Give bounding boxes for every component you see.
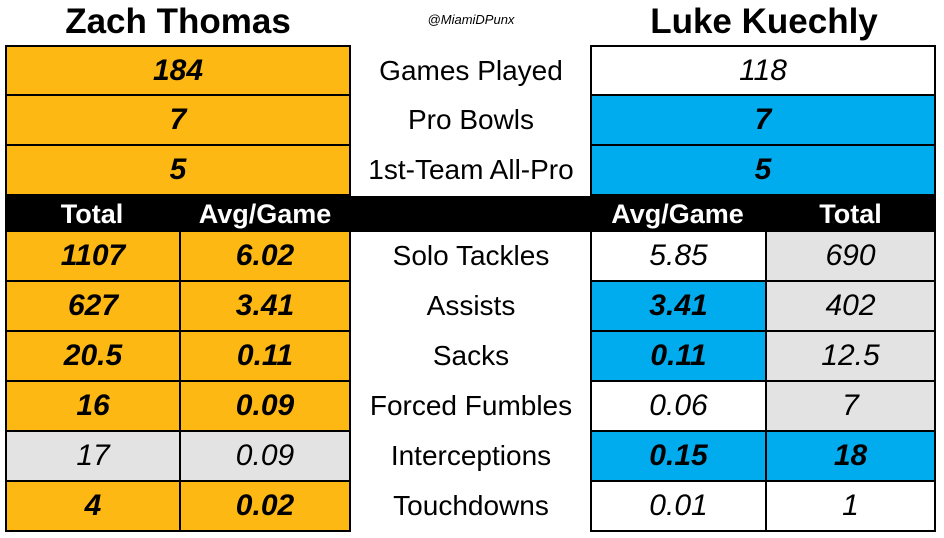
zach-forced-fumbles-avg: 0.09 xyxy=(179,380,351,432)
zach-touchdowns-avg: 0.02 xyxy=(179,480,351,532)
left-total-header: Total xyxy=(60,198,124,229)
zach-sacks-avg: 0.11 xyxy=(179,330,351,382)
zach-all-pro: 5 xyxy=(5,144,351,196)
kuechly-interceptions-total: 18 xyxy=(765,430,936,482)
label-all-pro: 1st-Team All-Pro xyxy=(368,154,574,185)
zach-assists-avg: 3.41 xyxy=(179,280,351,332)
kuechly-touchdowns-avg: 0.01 xyxy=(590,480,767,532)
kuechly-forced-fumbles-avg: 0.06 xyxy=(590,380,767,432)
kuechly-interceptions-avg: 0.15 xyxy=(590,430,767,482)
zach-pro-bowls: 7 xyxy=(5,94,351,146)
kuechly-assists-avg: 3.41 xyxy=(590,280,767,332)
twitter-handle: @MiamiDPunx xyxy=(427,11,515,27)
zach-interceptions-avg: 0.09 xyxy=(179,430,351,482)
kuechly-touchdowns-total: 1 xyxy=(765,480,936,532)
kuechly-sacks-avg: 0.11 xyxy=(590,330,767,382)
left-avg-header: Avg/Game xyxy=(198,198,332,229)
label-games-played: Games Played xyxy=(379,54,563,86)
label-solo-tackles: Solo Tackles xyxy=(392,240,550,271)
kuechly-sacks-total: 12.5 xyxy=(765,330,936,382)
zach-interceptions-total: 17 xyxy=(5,430,181,482)
zach-games-played: 184 xyxy=(5,45,351,96)
zach-touchdowns-total: 4 xyxy=(5,480,181,532)
kuechly-solo-tackles-total: 690 xyxy=(765,230,936,282)
label-touchdowns: Touchdowns xyxy=(393,490,549,521)
kuechly-forced-fumbles-total: 7 xyxy=(765,380,936,432)
zach-sacks-total: 20.5 xyxy=(5,330,181,382)
label-sacks: Sacks xyxy=(432,340,510,371)
right-avg-header: Avg/Game xyxy=(611,198,744,229)
left-player-name: Zach Thomas xyxy=(65,2,291,41)
zach-solo-tackles-avg: 6.02 xyxy=(179,230,351,282)
zach-assists-total: 627 xyxy=(5,280,181,332)
kuechly-solo-tackles-avg: 5.85 xyxy=(590,230,767,282)
zach-solo-tackles-total: 1107 xyxy=(5,230,181,282)
column-header-bar xyxy=(5,196,936,232)
label-pro-bowls: Pro Bowls xyxy=(407,104,535,135)
right-player-name: Luke Kuechly xyxy=(650,2,878,41)
kuechly-assists-total: 402 xyxy=(765,280,936,332)
label-assists: Assists xyxy=(426,290,516,321)
kuechly-pro-bowls: 7 xyxy=(590,94,936,146)
kuechly-games-played: 118 xyxy=(590,45,936,96)
zach-forced-fumbles-total: 16 xyxy=(5,380,181,432)
right-total-header: Total xyxy=(819,198,882,229)
kuechly-all-pro: 5 xyxy=(590,144,936,196)
label-interceptions: Interceptions xyxy=(390,440,552,471)
label-forced-fumbles: Forced Fumbles xyxy=(369,390,573,421)
